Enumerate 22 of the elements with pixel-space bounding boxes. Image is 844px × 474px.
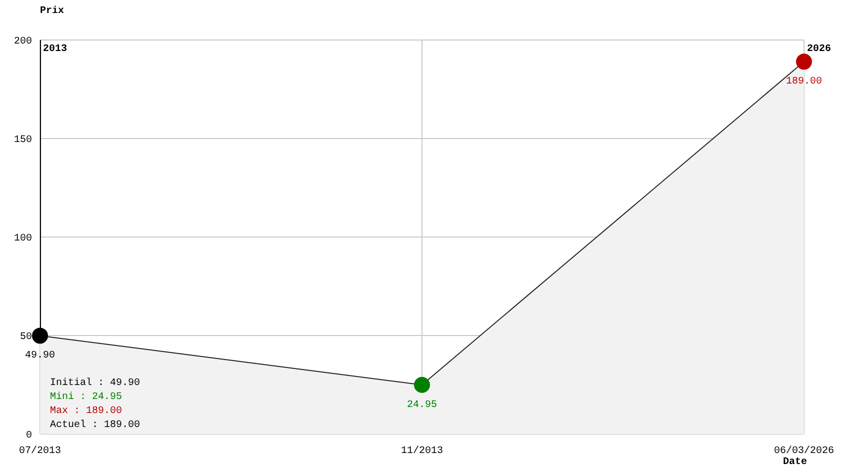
data-label: 189.00 [786,76,822,88]
x-tick-label: 07/2013 [18,445,62,458]
data-label: 49.90 [24,350,56,362]
y-axis-title: Prix [40,5,64,19]
data-label: 24.95 [406,400,438,411]
annotation: Max : 189.00 [50,405,124,419]
x-tick-label: 11/2013 [400,445,444,458]
y-tick-label: 200 [14,36,32,48]
annotation: Actuel : 189.00 [50,419,140,433]
y-tick-label: 0 [26,430,32,442]
annotation: 2013 [43,43,68,57]
point [796,54,812,70]
text: 2026 [807,43,832,57]
y-tick-label: 150 [14,135,32,146]
annotation: Mini : 24.95 [50,391,124,405]
point [414,376,430,393]
y-tick-label: 100 [14,234,32,245]
point [32,328,48,344]
y-tick-label: 50 [20,332,32,344]
x-axis-title: Date [783,456,808,470]
x-tick-label: 06/03/2026 [774,445,834,458]
annotation: Initial : 49.90 [50,377,140,391]
